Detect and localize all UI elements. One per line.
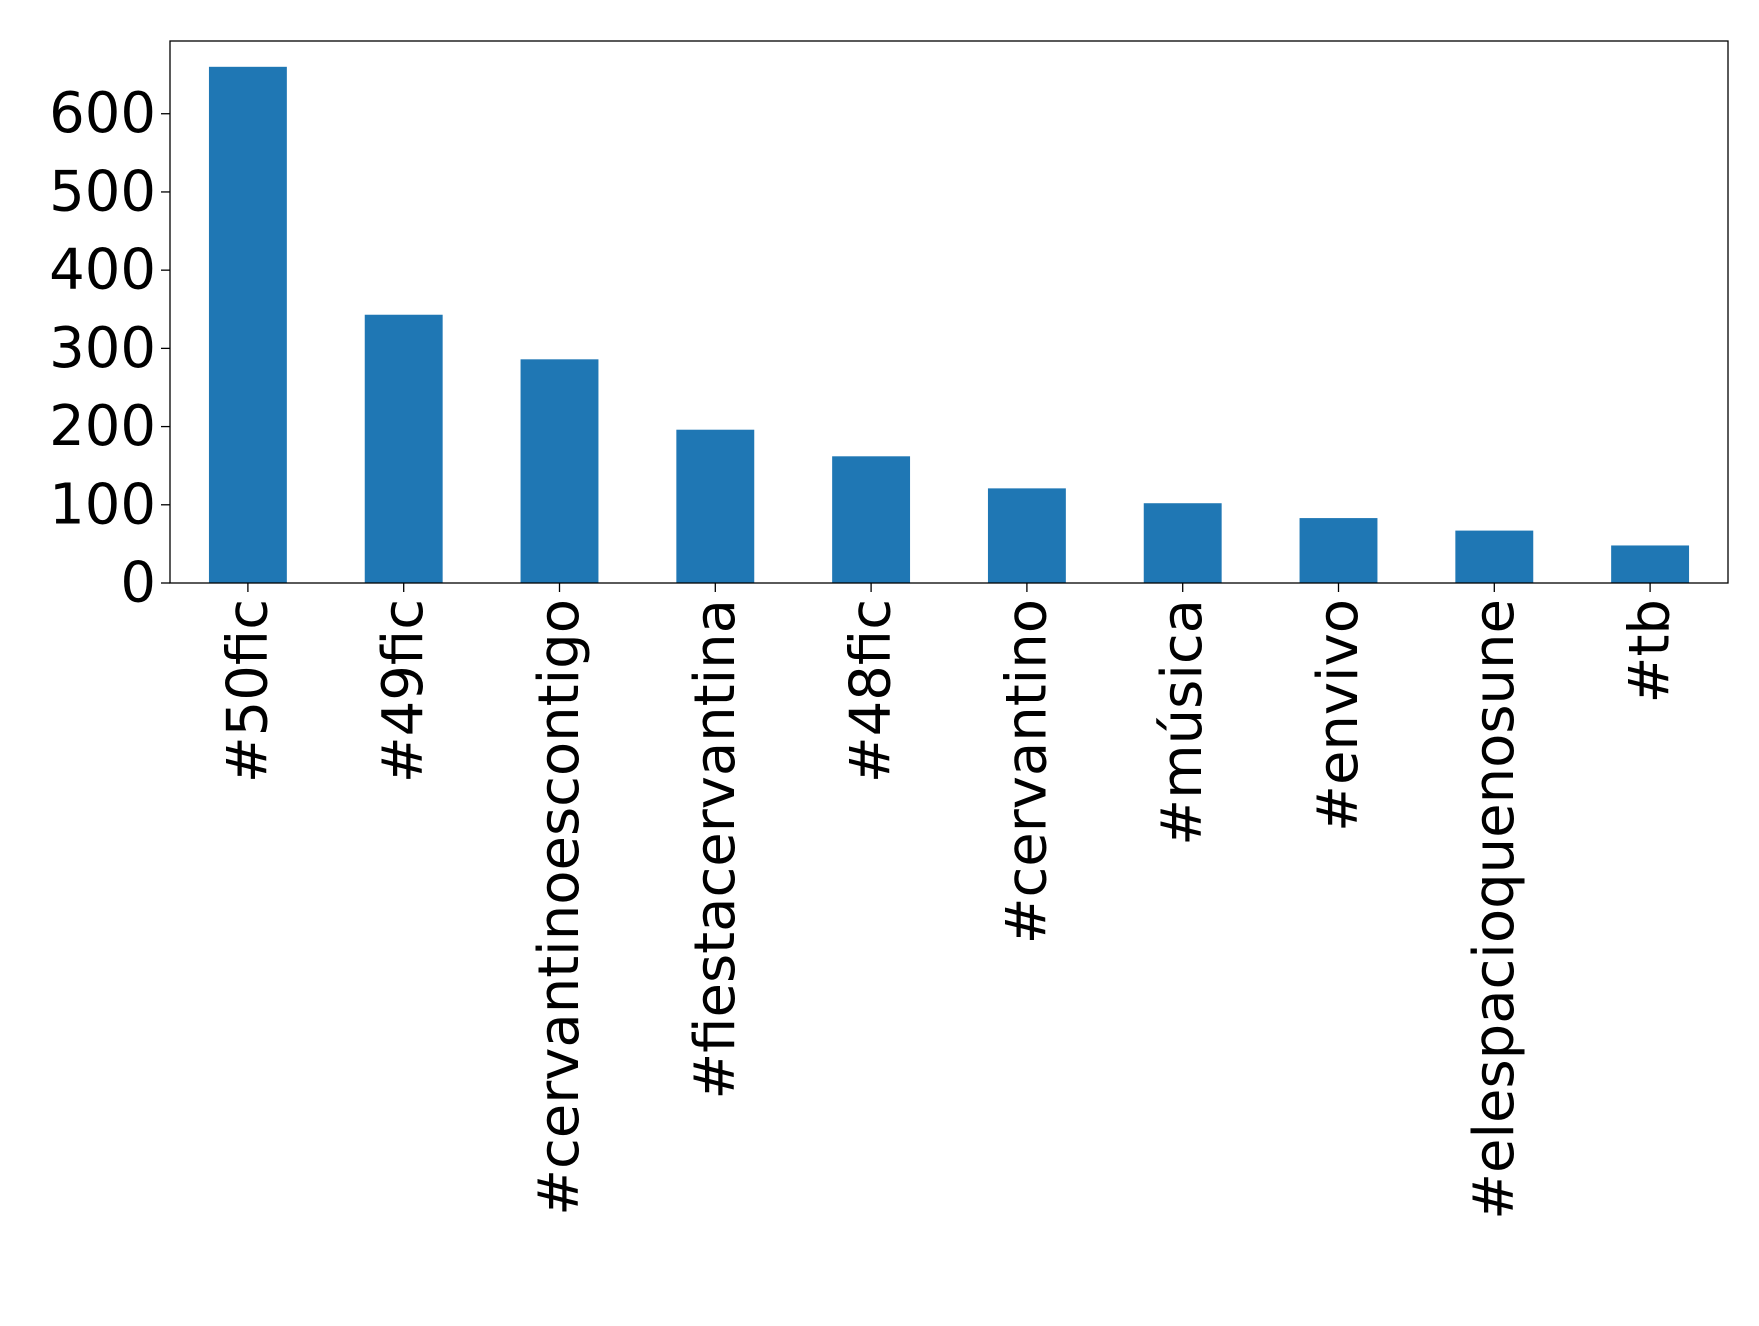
y-tick-label: 0	[120, 551, 156, 616]
y-tick-label: 500	[49, 159, 156, 224]
x-tick-label: #fiestacervantina	[683, 599, 748, 1100]
y-tick-label: 100	[49, 472, 156, 537]
x-tick-label: #elespacioquenosune	[1462, 599, 1527, 1220]
y-tick-label: 600	[49, 81, 156, 146]
bar	[987, 488, 1066, 583]
y-axis-ticks: 0 100 200 300 400 500 600	[49, 81, 170, 616]
bar	[832, 456, 911, 583]
x-tick-label: #tb	[1618, 599, 1683, 703]
bar	[1143, 503, 1222, 583]
y-tick-label: 300	[49, 316, 156, 381]
bar	[1455, 530, 1534, 583]
bar	[1611, 545, 1690, 583]
x-tick-label: #cervantinoescontigo	[527, 599, 592, 1216]
x-axis-ticks: #50fic #49fic #cervantinoescontigo #fiestac…	[215, 583, 1683, 1220]
bar	[676, 429, 755, 583]
x-tick-label: #48fic	[839, 599, 904, 783]
y-tick-label: 400	[49, 238, 156, 303]
bar	[208, 66, 287, 584]
bar	[520, 359, 599, 583]
bar	[364, 314, 443, 583]
x-tick-label: #50fic	[215, 599, 280, 783]
bar	[1299, 518, 1378, 583]
x-tick-label: #cervantino	[994, 599, 1059, 944]
y-tick-label: 200	[49, 394, 156, 459]
x-tick-label: #49fic	[371, 599, 436, 783]
x-tick-label: #música	[1150, 599, 1215, 846]
plot-frame	[169, 40, 1729, 584]
bars-layer	[208, 66, 1690, 584]
x-tick-label: #envivo	[1306, 599, 1371, 832]
